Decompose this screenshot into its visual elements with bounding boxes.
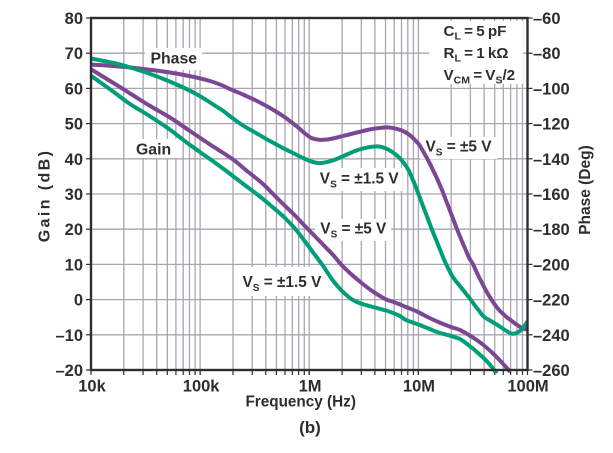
svg-text:–200: –200 [533, 256, 570, 274]
svg-text:20: 20 [65, 221, 83, 239]
svg-text:–160: –160 [533, 186, 570, 204]
svg-text:60: 60 [65, 80, 83, 98]
svg-text:–120: –120 [533, 116, 570, 134]
svg-text:10k: 10k [78, 378, 106, 396]
svg-text:100k: 100k [183, 378, 221, 396]
svg-text:80: 80 [65, 10, 83, 28]
svg-text:–80: –80 [533, 45, 561, 63]
svg-text:10: 10 [65, 256, 83, 274]
svg-text:Gain: Gain [136, 142, 171, 159]
svg-text:(b): (b) [299, 418, 321, 437]
svg-text:VS = ±5 V: VS = ±5 V [426, 139, 493, 159]
svg-text:–20: –20 [55, 362, 83, 380]
svg-text:–260: –260 [533, 362, 570, 380]
svg-text:CL = 5 pF: CL = 5 pF [444, 23, 507, 43]
svg-text:–140: –140 [533, 151, 570, 169]
svg-text:Phase (Deg): Phase (Deg) [577, 145, 594, 235]
svg-text:–60: –60 [533, 10, 561, 28]
svg-text:10M: 10M [403, 378, 435, 396]
svg-text:VS = ±5 V: VS = ±5 V [320, 221, 387, 241]
svg-text:–180: –180 [533, 221, 570, 239]
svg-text:–220: –220 [533, 292, 570, 310]
svg-text:–100: –100 [533, 80, 570, 98]
svg-text:70: 70 [65, 45, 83, 63]
svg-text:–10: –10 [55, 327, 83, 345]
svg-text:Frequency (Hz): Frequency (Hz) [245, 394, 356, 411]
svg-text:40: 40 [65, 151, 83, 169]
svg-text:0: 0 [74, 292, 83, 310]
svg-text:100M: 100M [507, 378, 548, 396]
svg-text:–240: –240 [533, 327, 570, 345]
svg-text:50: 50 [65, 116, 83, 134]
svg-text:Gain (dB): Gain (dB) [37, 149, 54, 243]
svg-text:RL = 1 kΩ: RL = 1 kΩ [444, 45, 509, 65]
svg-text:1M: 1M [299, 378, 322, 396]
svg-text:VS = ±1.5 V: VS = ±1.5 V [243, 274, 323, 294]
svg-text:30: 30 [65, 186, 83, 204]
svg-text:Phase: Phase [151, 51, 198, 68]
